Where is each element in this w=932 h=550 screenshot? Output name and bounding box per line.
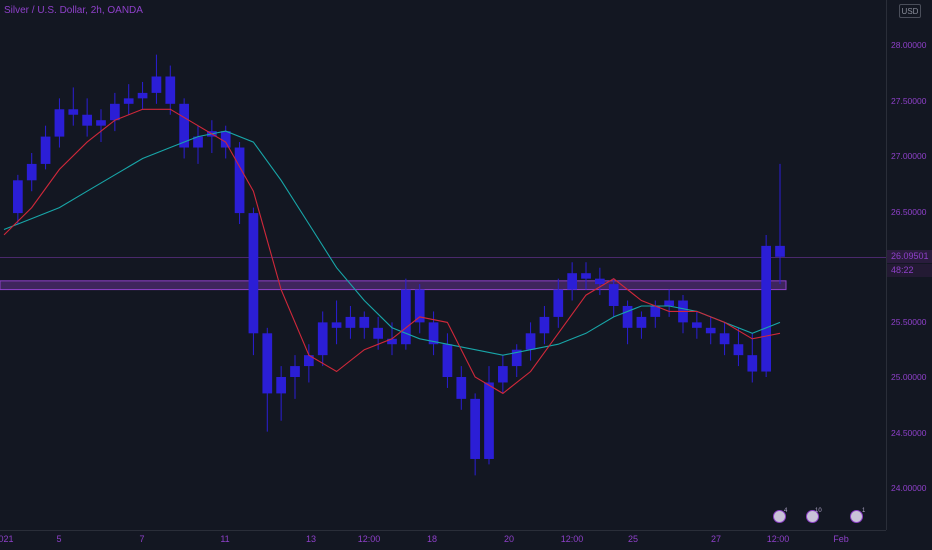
- current-price-tag: 26.09501: [887, 250, 932, 263]
- candle-body: [636, 316, 647, 328]
- candle-body: [304, 355, 314, 367]
- candle-body: [234, 147, 245, 214]
- bar-countdown-tag: 48:22: [887, 264, 932, 277]
- candle-body: [137, 92, 148, 99]
- candle-body: [220, 131, 231, 148]
- candle-body: [54, 109, 65, 137]
- time-axis-label: 021: [0, 534, 14, 544]
- time-axis-label: 27: [710, 534, 722, 544]
- candle-body: [193, 136, 203, 148]
- candle-body: [373, 327, 383, 339]
- time-axis-label: 25: [627, 534, 639, 544]
- price-axis-label: 24.50000: [891, 428, 927, 438]
- candle-body: [276, 377, 286, 394]
- candle-body: [470, 398, 480, 459]
- candle-body: [82, 114, 92, 126]
- price-axis-label: 27.50000: [891, 96, 927, 106]
- candle-body: [179, 103, 189, 148]
- candle-body: [317, 322, 328, 356]
- event-icon[interactable]: [850, 510, 863, 523]
- candle-body: [719, 333, 730, 345]
- candle-body: [290, 366, 300, 378]
- candle-body: [498, 366, 508, 383]
- price-axis-label: 24.00000: [891, 483, 927, 493]
- event-icon[interactable]: [806, 510, 819, 523]
- candle-body: [525, 333, 536, 350]
- price-axis-divider: [886, 0, 887, 530]
- candle-body: [387, 338, 397, 345]
- candle-body: [345, 316, 356, 328]
- price-axis-label: 25.50000: [891, 317, 927, 327]
- price-axis-label: 27.00000: [891, 151, 927, 161]
- candle-body: [110, 103, 120, 121]
- event-count: 1: [862, 508, 866, 514]
- time-axis-label: 20: [503, 534, 515, 544]
- candle-body: [608, 284, 619, 306]
- candle-body: [68, 109, 79, 115]
- candle-body: [26, 163, 37, 181]
- price-axis-label: 25.00000: [891, 372, 927, 382]
- candle-body: [13, 180, 23, 214]
- candle-body: [331, 322, 342, 328]
- candle-body: [650, 305, 661, 317]
- candle-body: [359, 316, 370, 328]
- moving-average-slow-line: [3, 130, 781, 356]
- time-axis-label: 13: [305, 534, 317, 544]
- event-icon[interactable]: [773, 510, 786, 523]
- candle-body: [401, 289, 411, 345]
- time-axis-label: 12:00: [357, 534, 381, 544]
- support-resistance-zone: [0, 280, 787, 291]
- symbol-legend[interactable]: Silver / U.S. Dollar, 2h, OANDA: [4, 5, 143, 16]
- candle-body: [428, 322, 439, 345]
- candle-body: [664, 300, 674, 306]
- candle-body: [165, 76, 176, 104]
- candle-body: [553, 289, 564, 317]
- candle-body: [442, 344, 453, 378]
- price-axis-label: 28.00000: [891, 40, 927, 50]
- time-axis-label: 18: [426, 534, 438, 544]
- candle-body: [511, 349, 522, 367]
- time-axis-divider: [0, 530, 886, 531]
- candle-body: [567, 273, 577, 290]
- candle-body: [705, 327, 716, 334]
- candle-body: [622, 305, 633, 328]
- candle-body: [581, 273, 591, 279]
- price-axis-label: 26.50000: [891, 207, 927, 217]
- time-axis-label: 11: [220, 534, 230, 544]
- candle-body: [456, 377, 467, 399]
- time-axis-label: 7: [139, 534, 145, 544]
- price-chart-pane[interactable]: [0, 0, 886, 530]
- time-axis-label: 12:00: [766, 534, 790, 544]
- moving-average-fast-line: [3, 108, 781, 395]
- candle-body: [775, 245, 785, 257]
- currency-button[interactable]: USD: [899, 4, 921, 18]
- candle-body: [248, 213, 259, 334]
- candle-body: [40, 136, 51, 164]
- time-axis-label: 5: [56, 534, 62, 544]
- candle-body: [262, 333, 273, 394]
- chart-canvas[interactable]: [0, 0, 886, 530]
- candle-body: [761, 245, 771, 372]
- candle-body: [747, 355, 758, 372]
- time-axis-label: 12:00: [560, 534, 584, 544]
- candle-body: [484, 382, 494, 459]
- candle-body: [595, 278, 605, 285]
- candle-body: [151, 76, 162, 93]
- candle-body: [414, 289, 425, 323]
- candle-body: [96, 120, 106, 126]
- time-axis-label: Feb: [833, 534, 849, 544]
- event-count: 4: [784, 508, 788, 514]
- candle-body: [733, 344, 744, 356]
- candle-body: [123, 98, 134, 104]
- event-count: 10: [815, 508, 822, 514]
- candle-body: [692, 322, 702, 328]
- candle-body: [539, 316, 550, 334]
